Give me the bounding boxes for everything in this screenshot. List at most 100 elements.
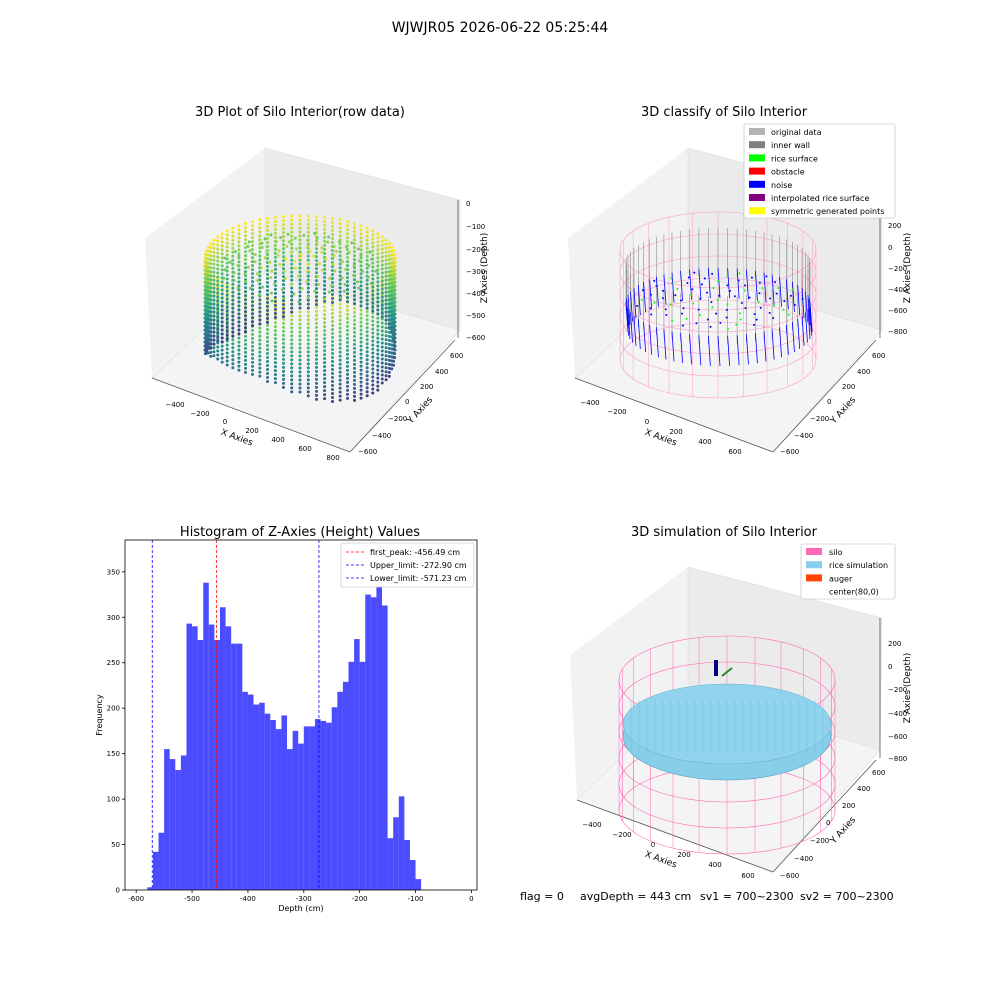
raw-point — [380, 279, 384, 283]
raw-point — [346, 272, 349, 276]
noise-line — [689, 334, 692, 365]
raw-point — [258, 234, 262, 238]
raw-point — [216, 247, 220, 251]
raw-point — [365, 346, 369, 350]
raw-point — [282, 291, 286, 295]
classified-point — [773, 281, 776, 284]
raw-point — [380, 337, 384, 341]
legend-swatch — [806, 561, 822, 569]
raw-point — [334, 249, 338, 253]
raw-point — [330, 221, 334, 225]
raw-point — [282, 373, 286, 377]
raw-point — [225, 241, 229, 245]
raw-point — [209, 246, 213, 250]
raw-point — [371, 241, 375, 245]
raw-point — [371, 323, 375, 327]
raw-point — [247, 240, 251, 244]
raw-point — [237, 368, 241, 372]
raw-point — [294, 247, 298, 251]
svg-text:−200: −200 — [810, 837, 829, 845]
raw-point — [269, 291, 273, 295]
raw-point — [237, 324, 241, 328]
classified-point — [699, 314, 702, 317]
raw-point — [246, 265, 250, 269]
raw-point — [352, 246, 356, 250]
raw-point — [216, 267, 220, 271]
raw-point — [376, 320, 380, 324]
raw-point — [282, 235, 286, 239]
classified-point — [680, 299, 683, 302]
svg-text:−200: −200 — [190, 410, 209, 418]
raw-point — [244, 330, 248, 334]
raw-point — [204, 349, 208, 353]
raw-point — [251, 368, 254, 372]
raw-point — [212, 278, 216, 282]
raw-point — [251, 352, 254, 356]
raw-point — [371, 319, 375, 323]
raw-point — [384, 278, 388, 282]
raw-point — [216, 287, 220, 291]
raw-point — [212, 262, 216, 266]
raw-point — [371, 293, 375, 297]
raw-point — [273, 311, 277, 315]
raw-point — [290, 346, 294, 350]
raw-point — [338, 374, 342, 378]
raw-point — [269, 233, 273, 237]
noise-line — [643, 281, 646, 313]
classified-point — [740, 302, 743, 305]
raw-point — [251, 364, 254, 368]
raw-point — [273, 255, 277, 259]
raw-point — [231, 330, 235, 334]
raw-point — [330, 297, 334, 301]
raw-point — [384, 334, 388, 338]
classified-point — [733, 295, 736, 298]
raw-point — [376, 356, 380, 360]
raw-point — [393, 336, 397, 340]
raw-point — [290, 358, 294, 362]
raw-point — [231, 226, 235, 230]
raw-point — [206, 281, 210, 285]
histogram-bar — [247, 694, 254, 890]
raw-point — [306, 310, 310, 314]
raw-point — [380, 321, 384, 325]
raw-ylabel: Y Axies — [405, 395, 435, 427]
classified-point — [743, 284, 746, 287]
legend-label: obstacle — [771, 168, 805, 177]
raw-point — [330, 331, 334, 335]
raw-point — [344, 268, 348, 272]
raw-point — [266, 269, 270, 273]
raw-point — [212, 330, 216, 334]
classified-point — [641, 289, 644, 292]
raw-point — [330, 399, 334, 403]
panel-histogram: Histogram of Z-Axies (Height) Values -60… — [95, 525, 478, 913]
raw-point — [246, 244, 250, 248]
raw-point — [338, 262, 342, 266]
raw-point — [384, 374, 388, 378]
raw-point — [300, 287, 304, 291]
raw-point — [365, 334, 369, 338]
raw-point — [376, 300, 380, 304]
raw-point — [371, 375, 375, 379]
noise-line — [809, 298, 812, 329]
raw-point — [225, 333, 229, 337]
raw-point — [282, 385, 286, 389]
raw-point — [209, 286, 213, 290]
raw-point — [251, 340, 254, 344]
panel-classify: 3D classify of Silo Interior −400 −200 0… — [568, 105, 913, 456]
raw-point — [298, 218, 302, 222]
raw-point — [248, 249, 252, 253]
raw-point — [371, 265, 375, 269]
raw-point — [237, 300, 241, 304]
raw-point — [237, 320, 241, 324]
raw-point — [380, 239, 384, 243]
noise-line — [792, 281, 795, 313]
raw-point — [352, 238, 356, 242]
raw-point — [212, 322, 216, 326]
raw-point — [244, 238, 248, 242]
histogram-bar — [259, 702, 265, 890]
classified-point — [710, 301, 713, 304]
legend-label: noise — [771, 181, 792, 190]
raw-point — [283, 276, 287, 280]
classified-point — [725, 308, 728, 311]
raw-point — [387, 374, 391, 378]
